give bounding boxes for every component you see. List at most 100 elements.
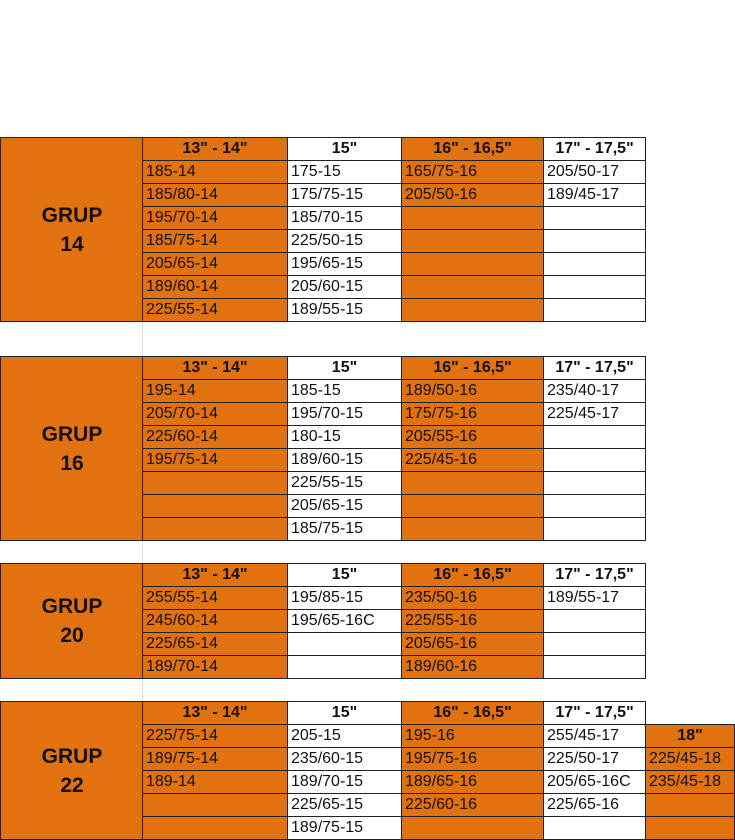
tire-size-cell: 205/65-16C [543, 770, 646, 794]
tire-size-cell: 185-15 [287, 379, 402, 403]
tire-size-cell: 189/50-16 [401, 379, 544, 403]
tire-size-cell [287, 632, 402, 656]
tire-size-cell: 225/65-16 [543, 793, 646, 817]
tire-size-cell: 225/65-14 [142, 632, 288, 656]
tire-size-cell [543, 494, 646, 518]
tire-size-cell [401, 252, 544, 276]
tire-size-cell [543, 816, 646, 840]
column-header: 16" - 16,5" [401, 356, 544, 380]
tire-size-cell: 189/70-14 [142, 655, 288, 679]
group-number: 14 [60, 232, 84, 256]
column-header: 13" - 14" [142, 563, 288, 587]
tire-size-cell [543, 517, 646, 541]
tire-size-cell: 175-15 [287, 160, 402, 184]
column-header: 16" - 16,5" [401, 563, 544, 587]
tire-size-cell [142, 517, 288, 541]
group-number: 22 [60, 773, 84, 797]
tire-size-cell [401, 298, 544, 322]
tire-size-cell: 195/70-14 [142, 206, 288, 230]
tire-size-cell: 225/55-16 [401, 609, 544, 633]
tire-size-cell [142, 494, 288, 518]
tire-size-cell: 189/75-14 [142, 747, 288, 771]
tire-size-cell: 205/65-15 [287, 494, 402, 518]
tire-size-cell: 235/60-15 [287, 747, 402, 771]
tire-size-cell: 189/65-16 [401, 770, 544, 794]
tire-size-cell [142, 471, 288, 495]
column-header: 13" - 14" [142, 137, 288, 161]
tire-size-cell [401, 275, 544, 299]
tire-size-cell: 185-14 [142, 160, 288, 184]
tire-size-cell: 195/65-15 [287, 252, 402, 276]
group-label-text: GRUP [41, 422, 103, 446]
tire-size-cell: 195/75-14 [142, 448, 288, 472]
tire-size-cell: 189/55-15 [287, 298, 402, 322]
tire-size-cell: 165/75-16 [401, 160, 544, 184]
group-label: GRUP 14 [0, 137, 143, 322]
tire-size-cell [401, 229, 544, 253]
tire-size-cell: 225/45-18 [645, 747, 735, 771]
tire-size-cell: 180-15 [287, 425, 402, 449]
tire-size-cell [401, 517, 544, 541]
tire-size-cell: 255/45-17 [543, 724, 646, 748]
tire-size-cell [142, 816, 288, 840]
gap-divider [142, 679, 144, 701]
tire-size-cell: 195/65-16C [287, 609, 402, 633]
group-number: 20 [60, 624, 84, 647]
tire-size-cell [543, 425, 646, 449]
tire-size-cell: 225/60-14 [142, 425, 288, 449]
group-label-text: GRUP [41, 744, 103, 768]
tire-size-cell [401, 494, 544, 518]
tire-size-cell: 175/75-15 [287, 183, 402, 207]
tire-size-cell [543, 632, 646, 656]
tire-size-cell: 205/65-14 [142, 252, 288, 276]
tire-size-cell [543, 655, 646, 679]
tire-size-cell: 185/75-15 [287, 517, 402, 541]
tire-size-cell: 225/50-17 [543, 747, 646, 771]
column-header: 17" - 17,5" [543, 563, 646, 587]
tire-size-cell: 255/55-14 [142, 586, 288, 610]
gap-divider [142, 541, 144, 563]
tire-size-cell: 245/60-14 [142, 609, 288, 633]
tire-size-cell: 185/80-14 [142, 183, 288, 207]
column-header: 15" [287, 356, 402, 380]
tire-size-cell: 205/50-16 [401, 183, 544, 207]
tire-size-cell: 185/75-14 [142, 229, 288, 253]
group-label: GRUP 22 [0, 701, 143, 840]
tire-size-cell [543, 275, 646, 299]
tire-size-cell [142, 793, 288, 817]
tire-size-cell: 205/55-16 [401, 425, 544, 449]
tire-size-cell: 175/75-16 [401, 402, 544, 426]
tire-size-cell [287, 655, 402, 679]
tire-size-cell [543, 448, 646, 472]
tire-size-cell: 195/85-15 [287, 586, 402, 610]
tire-size-cell: 225/45-16 [401, 448, 544, 472]
tire-size-cell: 195-14 [142, 379, 288, 403]
group-label-text: GRUP [41, 203, 103, 227]
tire-size-cell: 225/45-17 [543, 402, 646, 426]
tire-size-cell: 235/45-18 [645, 770, 735, 794]
tire-size-cell: 189/45-17 [543, 183, 646, 207]
column-header: 17" - 17,5" [543, 356, 646, 380]
group-label: GRUP 20 [0, 563, 143, 679]
column-header: 17" - 17,5" [543, 701, 646, 725]
tire-size-cell: 205-15 [287, 724, 402, 748]
tire-size-cell: 189/55-17 [543, 586, 646, 610]
tire-size-cell [401, 471, 544, 495]
tire-size-cell: 195/70-15 [287, 402, 402, 426]
tire-size-cell [645, 793, 735, 817]
tire-size-cell: 195/75-16 [401, 747, 544, 771]
column-header: 16" - 16,5" [401, 137, 544, 161]
tire-size-cell [543, 471, 646, 495]
tire-size-cell: 189/60-14 [142, 275, 288, 299]
tire-size-cell: 205/70-14 [142, 402, 288, 426]
column-header: 17" - 17,5" [543, 137, 646, 161]
tire-size-cell [543, 252, 646, 276]
column-header: 15" [287, 701, 402, 725]
tire-size-cell: 205/50-17 [543, 160, 646, 184]
tire-size-cell: 189/70-15 [287, 770, 402, 794]
tire-size-cell [543, 229, 646, 253]
column-header: 15" [287, 137, 402, 161]
tire-size-cell [543, 298, 646, 322]
tire-size-cell: 205/60-15 [287, 275, 402, 299]
tire-size-cell [401, 206, 544, 230]
